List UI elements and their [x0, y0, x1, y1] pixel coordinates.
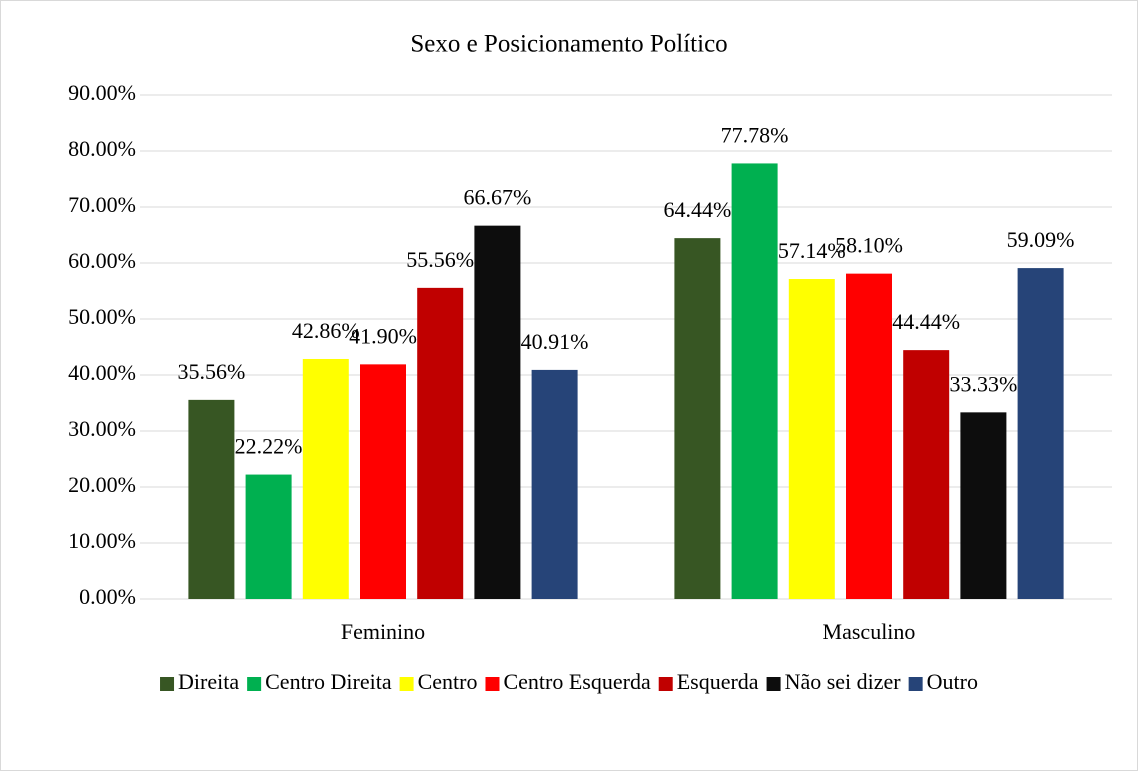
legend-label: Esquerda — [677, 669, 759, 694]
bar — [245, 474, 292, 599]
data-label: 33.33% — [949, 371, 1017, 396]
x-tick-label: Masculino — [823, 619, 916, 644]
y-tick-label: 20.00% — [68, 472, 136, 497]
data-label: 44.44% — [892, 309, 960, 334]
legend-swatch — [399, 677, 414, 691]
legend-label: Não sei dizer — [785, 669, 902, 694]
legend-label: Direita — [178, 669, 239, 694]
y-tick-label: 30.00% — [68, 416, 136, 441]
bar — [846, 273, 892, 599]
data-label: 59.09% — [1007, 227, 1075, 252]
legend-swatch — [658, 677, 673, 691]
bar — [417, 287, 464, 599]
x-tick-label: Feminino — [341, 619, 425, 644]
bar — [360, 364, 406, 599]
legend-label: Outro — [927, 669, 978, 694]
data-label: 64.44% — [663, 197, 731, 222]
legend-swatch — [908, 677, 923, 691]
y-tick-label: 70.00% — [68, 192, 136, 217]
data-label: 41.90% — [349, 323, 417, 348]
bar — [188, 399, 235, 599]
bar — [474, 225, 521, 599]
y-tick-label: 80.00% — [68, 136, 136, 161]
data-label: 22.22% — [235, 434, 303, 459]
y-tick-label: 60.00% — [68, 248, 136, 273]
bar — [903, 350, 950, 599]
bar — [1017, 268, 1064, 599]
data-label: 35.56% — [177, 359, 245, 384]
bar — [531, 369, 578, 599]
legend-label: Centro — [418, 669, 478, 694]
legend-swatch — [247, 677, 262, 691]
data-label: 57.14% — [778, 238, 846, 263]
y-tick-label: 50.00% — [68, 304, 136, 329]
legend-label: Centro Direita — [265, 669, 392, 694]
bar — [674, 238, 721, 600]
y-tick-label: 90.00% — [68, 80, 136, 105]
data-label: 42.86% — [292, 318, 360, 343]
y-tick-label: 40.00% — [68, 360, 136, 385]
legend-swatch — [766, 677, 781, 691]
data-label: 40.91% — [521, 329, 589, 354]
y-tick-label: 0.00% — [79, 584, 136, 609]
data-label: 58.10% — [835, 233, 903, 258]
bar — [960, 412, 1007, 599]
y-tick-label: 10.00% — [68, 528, 136, 553]
legend-swatch — [485, 677, 500, 691]
bar — [302, 358, 349, 599]
data-label: 66.67% — [463, 185, 531, 210]
bar — [788, 279, 835, 599]
legend-label: Centro Esquerda — [503, 669, 650, 694]
data-label: 55.56% — [406, 247, 474, 272]
data-label: 77.78% — [721, 122, 789, 147]
legend-swatch — [160, 677, 175, 691]
bar — [731, 163, 778, 599]
chart-title: Sexo e Posicionamento Político — [410, 31, 727, 58]
